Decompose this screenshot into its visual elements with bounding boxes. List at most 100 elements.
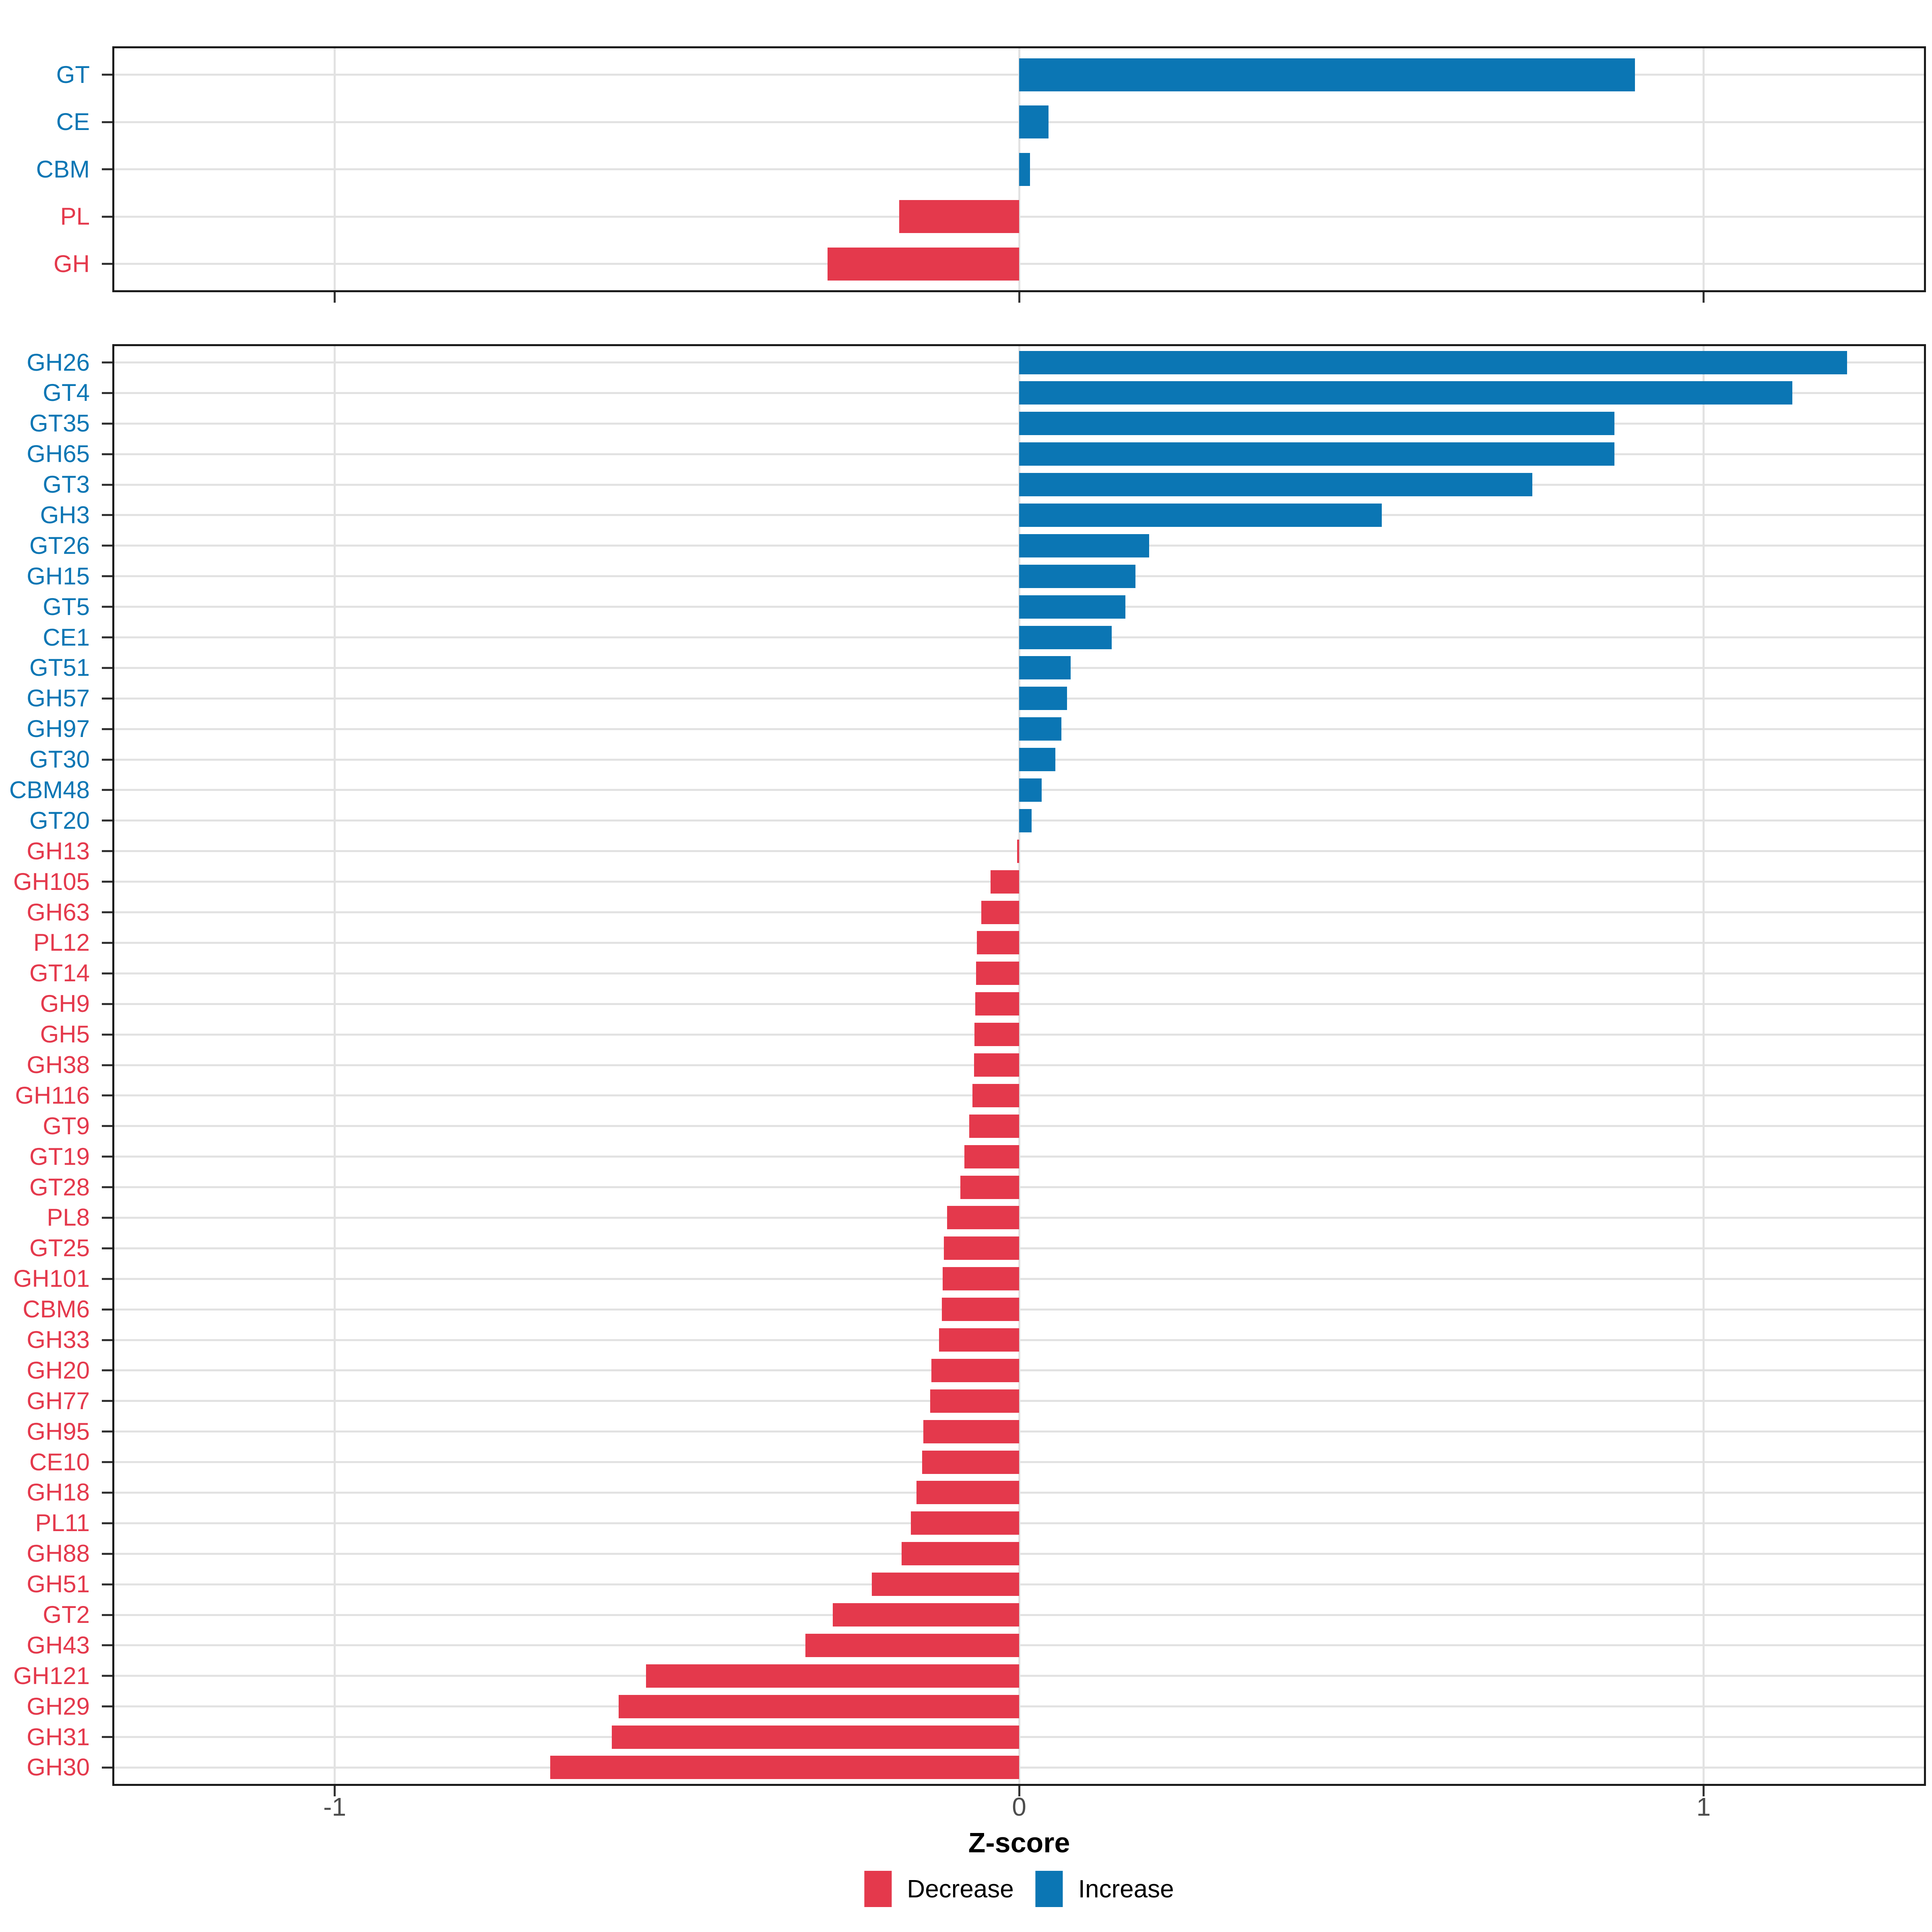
category-label-PL12: PL12 <box>33 929 90 956</box>
y-tick <box>102 1491 112 1494</box>
category-label-CE: CE <box>56 108 90 135</box>
gridline-row <box>112 1156 1926 1158</box>
category-label-CE1: CE1 <box>43 623 90 651</box>
bar-GH15 <box>1019 564 1136 588</box>
gridline-row <box>112 1003 1926 1005</box>
y-tick <box>102 1064 112 1066</box>
bar-GH5 <box>974 1023 1019 1046</box>
category-label-GT3: GT3 <box>43 471 90 498</box>
bar-GH38 <box>974 1053 1019 1077</box>
x-tick-label--1: -1 <box>323 1792 347 1821</box>
y-tick <box>102 667 112 669</box>
category-label-GH9: GH9 <box>40 990 90 1018</box>
bar-GH9 <box>975 992 1019 1016</box>
y-tick <box>102 1216 112 1219</box>
y-tick <box>102 1033 112 1036</box>
y-tick <box>102 1094 112 1097</box>
category-label-GT26: GT26 <box>29 532 90 559</box>
y-tick <box>102 1125 112 1127</box>
y-tick <box>102 1644 112 1647</box>
y-tick <box>102 575 112 578</box>
legend-label-decrease: Decrease <box>907 1875 1014 1903</box>
gridline-row <box>112 881 1926 883</box>
bar-GH65 <box>1019 442 1615 466</box>
category-label-GT30: GT30 <box>29 746 90 773</box>
y-tick <box>102 361 112 364</box>
category-label-GH97: GH97 <box>27 715 90 743</box>
y-tick <box>102 1522 112 1524</box>
gridline-row <box>112 1278 1926 1280</box>
category-label-GH13: GH13 <box>27 837 90 865</box>
category-label-GH38: GH38 <box>27 1051 90 1078</box>
y-tick <box>102 392 112 394</box>
gridline-row <box>112 1400 1926 1402</box>
y-tick <box>102 121 112 123</box>
y-tick <box>102 972 112 974</box>
gridline-row <box>112 1369 1926 1372</box>
bar-GT51 <box>1019 656 1071 680</box>
y-tick <box>102 422 112 425</box>
bar-CE <box>1019 105 1049 138</box>
category-label-GT14: GT14 <box>29 960 90 987</box>
bar-GT2 <box>833 1603 1019 1627</box>
category-label-GH15: GH15 <box>27 562 90 590</box>
gridline-row <box>112 1736 1926 1738</box>
y-tick <box>102 483 112 486</box>
bar-GH31 <box>612 1725 1019 1749</box>
gridline-row <box>112 1522 1926 1524</box>
y-tick <box>102 1705 112 1708</box>
gridline-row <box>112 1675 1926 1677</box>
gridline-row <box>112 1064 1926 1066</box>
category-label-GH31: GH31 <box>27 1723 90 1750</box>
x-tick <box>1702 292 1705 303</box>
gridline-row <box>112 1644 1926 1647</box>
category-label-GH29: GH29 <box>27 1693 90 1720</box>
gridline-row <box>112 263 1926 265</box>
category-label-GH101: GH101 <box>13 1265 90 1292</box>
bar-CE10 <box>922 1450 1019 1474</box>
y-tick <box>102 1766 112 1769</box>
bar-GH43 <box>805 1633 1019 1657</box>
category-label-GT35: GT35 <box>29 410 90 437</box>
category-label-CE10: CE10 <box>29 1448 90 1476</box>
category-label-GH18: GH18 <box>27 1479 90 1506</box>
bar-GT4 <box>1019 381 1793 405</box>
gridline-row <box>112 1339 1926 1341</box>
legend-swatch-increase-icon <box>1035 1871 1063 1907</box>
category-label-GT51: GT51 <box>29 654 90 681</box>
bar-GT3 <box>1019 473 1533 497</box>
bar-GH29 <box>619 1695 1019 1718</box>
category-label-GT2: GT2 <box>43 1601 90 1629</box>
bar-GH63 <box>981 900 1019 924</box>
gridline-row <box>112 1705 1926 1708</box>
bar-PL8 <box>947 1206 1019 1230</box>
bar-GT25 <box>943 1236 1019 1260</box>
category-label-GH30: GH30 <box>27 1754 90 1781</box>
gridline-row <box>112 1461 1926 1463</box>
bar-GT28 <box>960 1175 1019 1199</box>
gridline-row <box>112 1247 1926 1249</box>
y-tick <box>102 1308 112 1311</box>
bar-GT26 <box>1019 534 1150 557</box>
y-tick <box>102 453 112 455</box>
bar-GH121 <box>646 1664 1019 1688</box>
bar-CBM48 <box>1019 778 1042 802</box>
bar-GH20 <box>931 1358 1019 1382</box>
category-label-GT: GT <box>56 61 90 88</box>
bar-GH88 <box>901 1542 1019 1566</box>
bar-GH33 <box>939 1328 1019 1352</box>
bar-GH3 <box>1019 503 1382 527</box>
category-label-GT19: GT19 <box>29 1143 90 1170</box>
x-tick <box>1702 1786 1705 1796</box>
y-tick <box>102 1430 112 1433</box>
y-tick <box>102 1186 112 1189</box>
category-label-GH105: GH105 <box>13 868 90 895</box>
bar-GH57 <box>1019 687 1067 710</box>
y-tick <box>102 74 112 76</box>
y-tick <box>102 1003 112 1005</box>
bar-GH101 <box>942 1267 1019 1291</box>
x-tick <box>334 292 336 303</box>
bar-GH116 <box>972 1084 1019 1107</box>
bar-GT20 <box>1019 809 1032 832</box>
y-tick <box>102 881 112 883</box>
